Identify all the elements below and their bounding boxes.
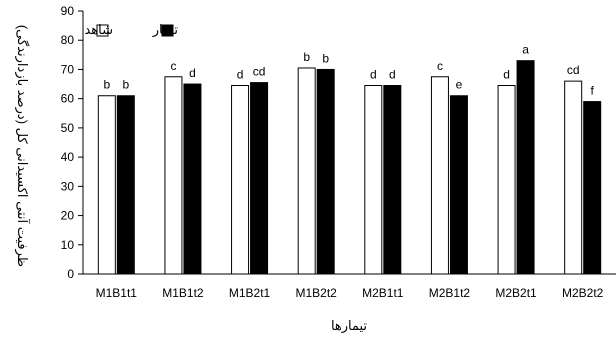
bar-control	[97, 95, 116, 275]
legend-swatch-control	[96, 24, 109, 37]
y-tick-label: 80	[61, 33, 75, 47]
y-tick-label: 30	[61, 179, 75, 193]
bar-treatment	[583, 101, 602, 275]
bar-control	[297, 67, 316, 275]
bar-significance-label: b	[122, 78, 129, 92]
y-tick-label: 60	[61, 92, 75, 106]
x-tick-label: M1B1t2	[162, 286, 204, 300]
legend-label-treatment: تیمار	[152, 22, 179, 38]
x-tick-label: M2B1t1	[362, 286, 404, 300]
y-tick-label: 90	[61, 4, 75, 18]
y-tick-label: 70	[61, 62, 75, 76]
y-tick-label: 10	[61, 238, 75, 252]
x-tick-label: M1B2t2	[296, 286, 338, 300]
bar-treatment	[183, 83, 202, 275]
bar-significance-label: d	[503, 68, 510, 82]
bar-control	[231, 85, 250, 275]
x-tick-label: M1B2t1	[229, 286, 271, 300]
y-tick-label: 20	[61, 209, 75, 223]
bar-significance-label: d	[389, 68, 396, 82]
bar-significance-label: b	[103, 78, 110, 92]
y-tick-label: 40	[61, 150, 75, 164]
bar-control	[430, 76, 449, 275]
bar-significance-label: cd	[567, 63, 580, 77]
bar-significance-label: c	[170, 59, 176, 73]
bar-treatment	[449, 95, 468, 275]
bar-control	[564, 80, 583, 275]
bar-treatment	[516, 60, 535, 275]
bar-control	[164, 76, 183, 275]
y-tick-label: 0	[67, 267, 74, 281]
bar-significance-label: d	[237, 68, 244, 82]
bar-significance-label: d	[189, 66, 196, 80]
bar-treatment	[250, 82, 269, 275]
y-axis: 0 10 20 30 40 50 60 70 80 90	[61, 4, 84, 281]
bar-significance-label: f	[591, 84, 595, 98]
bar-treatment	[316, 68, 335, 275]
bar-significance-label: cd	[253, 65, 266, 79]
legend: شاهد تیمار	[84, 22, 178, 38]
bar-significance-label: b	[303, 50, 310, 64]
x-tick-label: M2B1t2	[429, 286, 471, 300]
bar-treatment	[116, 95, 135, 275]
bar-treatment	[383, 85, 402, 275]
bar-significance-label: a	[522, 43, 529, 57]
bar-control	[364, 85, 383, 275]
legend-swatch-treatment	[161, 24, 174, 37]
x-tick-label: M1B1t1	[96, 286, 138, 300]
bar-significance-label: b	[322, 51, 329, 65]
bar-control	[497, 85, 516, 275]
y-tick-label: 50	[61, 121, 75, 135]
x-axis-title: تیمارها	[331, 318, 367, 334]
x-tick-label: M2B2t2	[562, 286, 604, 300]
x-tick-label: M2B2t1	[495, 286, 537, 300]
x-axis: M1B1t1 M1B1t2 M1B2t1 M1B2t2 M2B1t1 M2B1t2 M2B2…	[83, 273, 616, 300]
bar-significance-label: e	[456, 78, 463, 92]
legend-label-control: شاهد	[84, 22, 113, 37]
bar-significance-label: c	[437, 59, 443, 73]
y-axis-title: ظرفیت آنتی اکسیدانی کل (درصد بازدارندگی)	[14, 25, 31, 267]
bar-significance-label: d	[370, 68, 377, 82]
